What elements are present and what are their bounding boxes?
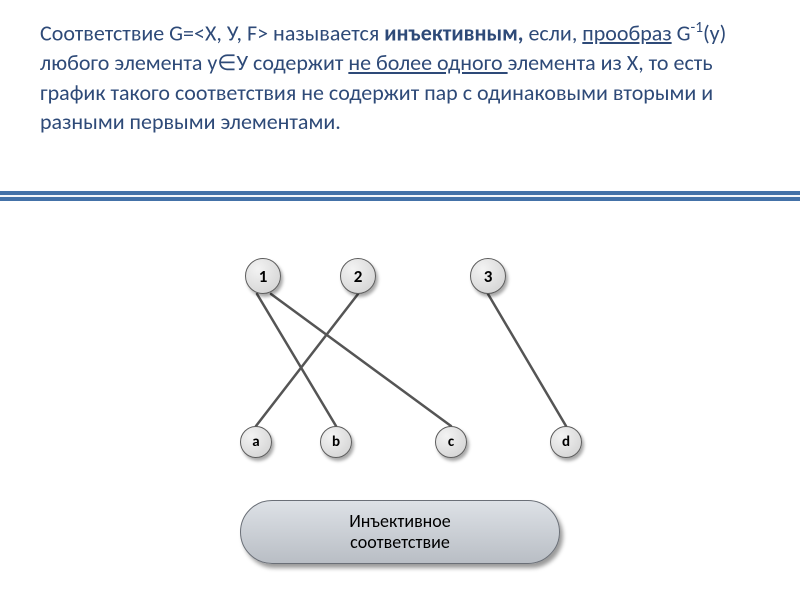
definition-fragment: G [672, 19, 691, 46]
hr-bottom [0, 197, 800, 201]
node-d: d [550, 426, 582, 458]
edge-n3-nd [488, 294, 566, 426]
definition-fragment: прообраз [582, 19, 671, 46]
definition-fragment: если, [523, 19, 582, 46]
bipartite-diagram: 1 2 3 a b c d [180, 258, 620, 468]
node-c: c [435, 426, 467, 458]
definition-fragment: инъективным, [384, 19, 523, 46]
edge-n1-nc [271, 294, 451, 426]
node-2: 2 [340, 258, 376, 294]
caption-pill: Инъективное соответствие [240, 500, 560, 564]
node-a: a [240, 426, 272, 458]
definition-fragment: не более одного [348, 49, 507, 76]
node-1: 1 [245, 258, 281, 294]
edge-n2-na [256, 294, 358, 426]
node-b: b [320, 426, 352, 458]
definition-fragment: -1 [691, 18, 704, 37]
caption-line1: Инъективное [349, 510, 451, 532]
definition-text: Соответствие G=<Х, У, F> называется инъе… [40, 18, 760, 137]
definition-fragment: Соответствие G=<Х, У, F> называется [40, 19, 384, 46]
caption-line2: соответствие [350, 531, 450, 553]
node-3: 3 [470, 258, 506, 294]
